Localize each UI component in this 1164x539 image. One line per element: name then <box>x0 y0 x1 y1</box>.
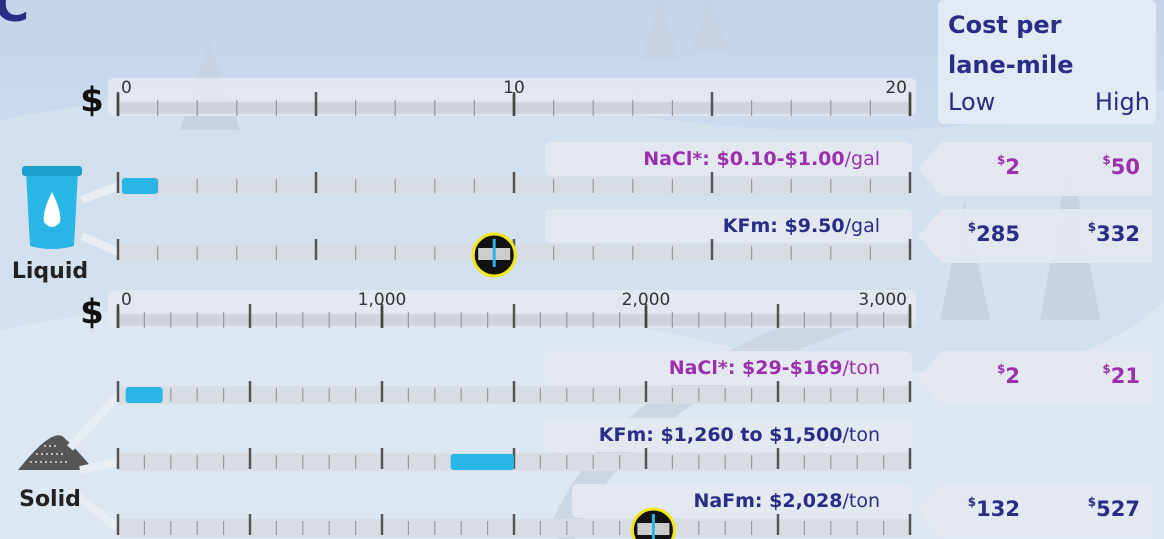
currency-symbol: $ <box>80 293 104 333</box>
row-label-box <box>545 142 912 176</box>
row-label: NaFm: $2,028/ton <box>693 490 880 512</box>
solid-icon <box>18 435 94 470</box>
cost-box <box>918 209 1152 263</box>
cost-value: $332 <box>1088 220 1140 247</box>
cost-number: 21 <box>1111 364 1140 388</box>
cost-value: $527 <box>1088 495 1140 522</box>
cost-number: 285 <box>976 222 1020 246</box>
cost-currency: $ <box>997 362 1005 376</box>
range-mark <box>121 178 158 194</box>
group-label: Solid <box>19 487 81 512</box>
row-label-unit: /ton <box>842 357 880 379</box>
cost-header-box <box>938 0 1156 124</box>
cost-value: $132 <box>968 495 1020 522</box>
axis-tick-label: 2,000 <box>622 290 671 310</box>
row-label-unit: /gal <box>845 215 880 237</box>
liquid-icon <box>22 166 82 249</box>
cost-header-low: Low <box>948 88 995 116</box>
cost-number: 2 <box>1005 155 1020 179</box>
row-label-box <box>545 209 912 243</box>
cost-currency: $ <box>1088 220 1096 234</box>
cost-currency: $ <box>997 153 1005 167</box>
row-label-name: NaFm: $2,028 <box>693 490 842 512</box>
title-fragment: C <box>0 0 29 33</box>
row-label-unit: /gal <box>845 148 880 170</box>
cost-value: $2 <box>997 153 1020 180</box>
cost-header-title: Cost per <box>948 11 1062 39</box>
cost-number: 2 <box>1005 364 1020 388</box>
row-label: KFm: $1,260 to $1,500/ton <box>599 424 880 446</box>
connector <box>67 392 121 532</box>
cost-box <box>918 484 1152 538</box>
range-mark <box>125 387 163 403</box>
cost-header-title: lane-mile <box>948 51 1073 79</box>
axis-tick-label: 10 <box>503 78 525 98</box>
row-label-box <box>545 418 912 452</box>
row-label-box <box>545 351 912 385</box>
group-label: Liquid <box>12 259 88 284</box>
range-mark <box>450 454 514 470</box>
row-label-name: NaCl*: $29-$169 <box>669 357 843 379</box>
row-label: NaCl*: $29-$169/ton <box>669 357 880 379</box>
row-label: NaCl*: $0.10-$1.00/gal <box>643 148 880 170</box>
cost-number: 332 <box>1096 222 1140 246</box>
row-label-unit: /ton <box>842 490 880 512</box>
cost-currency: $ <box>1102 362 1110 376</box>
row-label-name: KFm: $9.50 <box>723 215 845 237</box>
cost-number: 527 <box>1096 497 1140 521</box>
cost-currency: $ <box>968 495 976 509</box>
cost-number: 132 <box>976 497 1020 521</box>
row-label-name: KFm: $1,260 to $1,500 <box>599 424 843 446</box>
row-label-unit: /ton <box>842 424 880 446</box>
cost-header-high: High <box>1095 88 1150 116</box>
row-label-name: NaCl*: $0.10-$1.00 <box>643 148 844 170</box>
connector <box>80 182 120 256</box>
cost-number: 50 <box>1111 155 1140 179</box>
cost-currency: $ <box>1088 495 1096 509</box>
cost-value: $285 <box>968 220 1020 247</box>
axis-tick-label: 3,000 <box>858 290 907 310</box>
cost-box <box>918 142 1152 196</box>
axis-tick-label: 20 <box>885 78 907 98</box>
axis-tick-label: 1,000 <box>358 290 407 310</box>
cost-box <box>918 351 1152 405</box>
row-label: KFm: $9.50/gal <box>723 215 880 237</box>
cost-value: $50 <box>1102 153 1140 180</box>
cost-value: $21 <box>1102 362 1140 389</box>
cost-currency: $ <box>1102 153 1110 167</box>
cost-value: $2 <box>997 362 1020 389</box>
axis-tick-label: 0 <box>121 290 132 310</box>
axis-tick-label: 0 <box>121 78 132 98</box>
cost-currency: $ <box>968 220 976 234</box>
currency-symbol: $ <box>80 81 104 121</box>
